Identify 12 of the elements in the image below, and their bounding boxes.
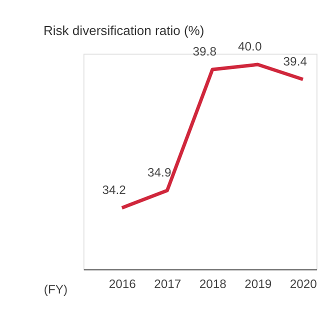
data-label: 39.4 — [283, 54, 308, 68]
data-label: 34.2 — [102, 182, 126, 197]
x-tick-label: 2016 — [108, 277, 136, 292]
data-label: 40.0 — [238, 40, 262, 54]
chart-title: Risk diversification ratio (%) — [43, 22, 204, 38]
x-tick-label: 2020 — [290, 277, 318, 292]
x-tick-label: 2019 — [244, 277, 272, 292]
x-axis-title: (FY) — [44, 282, 68, 296]
data-label: 39.8 — [192, 44, 217, 59]
x-tick-label: 2017 — [154, 277, 182, 292]
data-label: 34.9 — [148, 166, 172, 180]
x-tick-label: 2018 — [199, 277, 227, 292]
